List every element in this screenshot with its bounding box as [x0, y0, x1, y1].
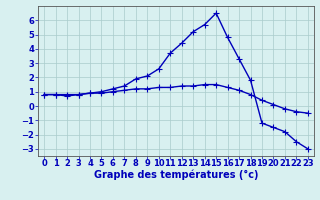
X-axis label: Graphe des températures (°c): Graphe des températures (°c): [94, 170, 258, 180]
